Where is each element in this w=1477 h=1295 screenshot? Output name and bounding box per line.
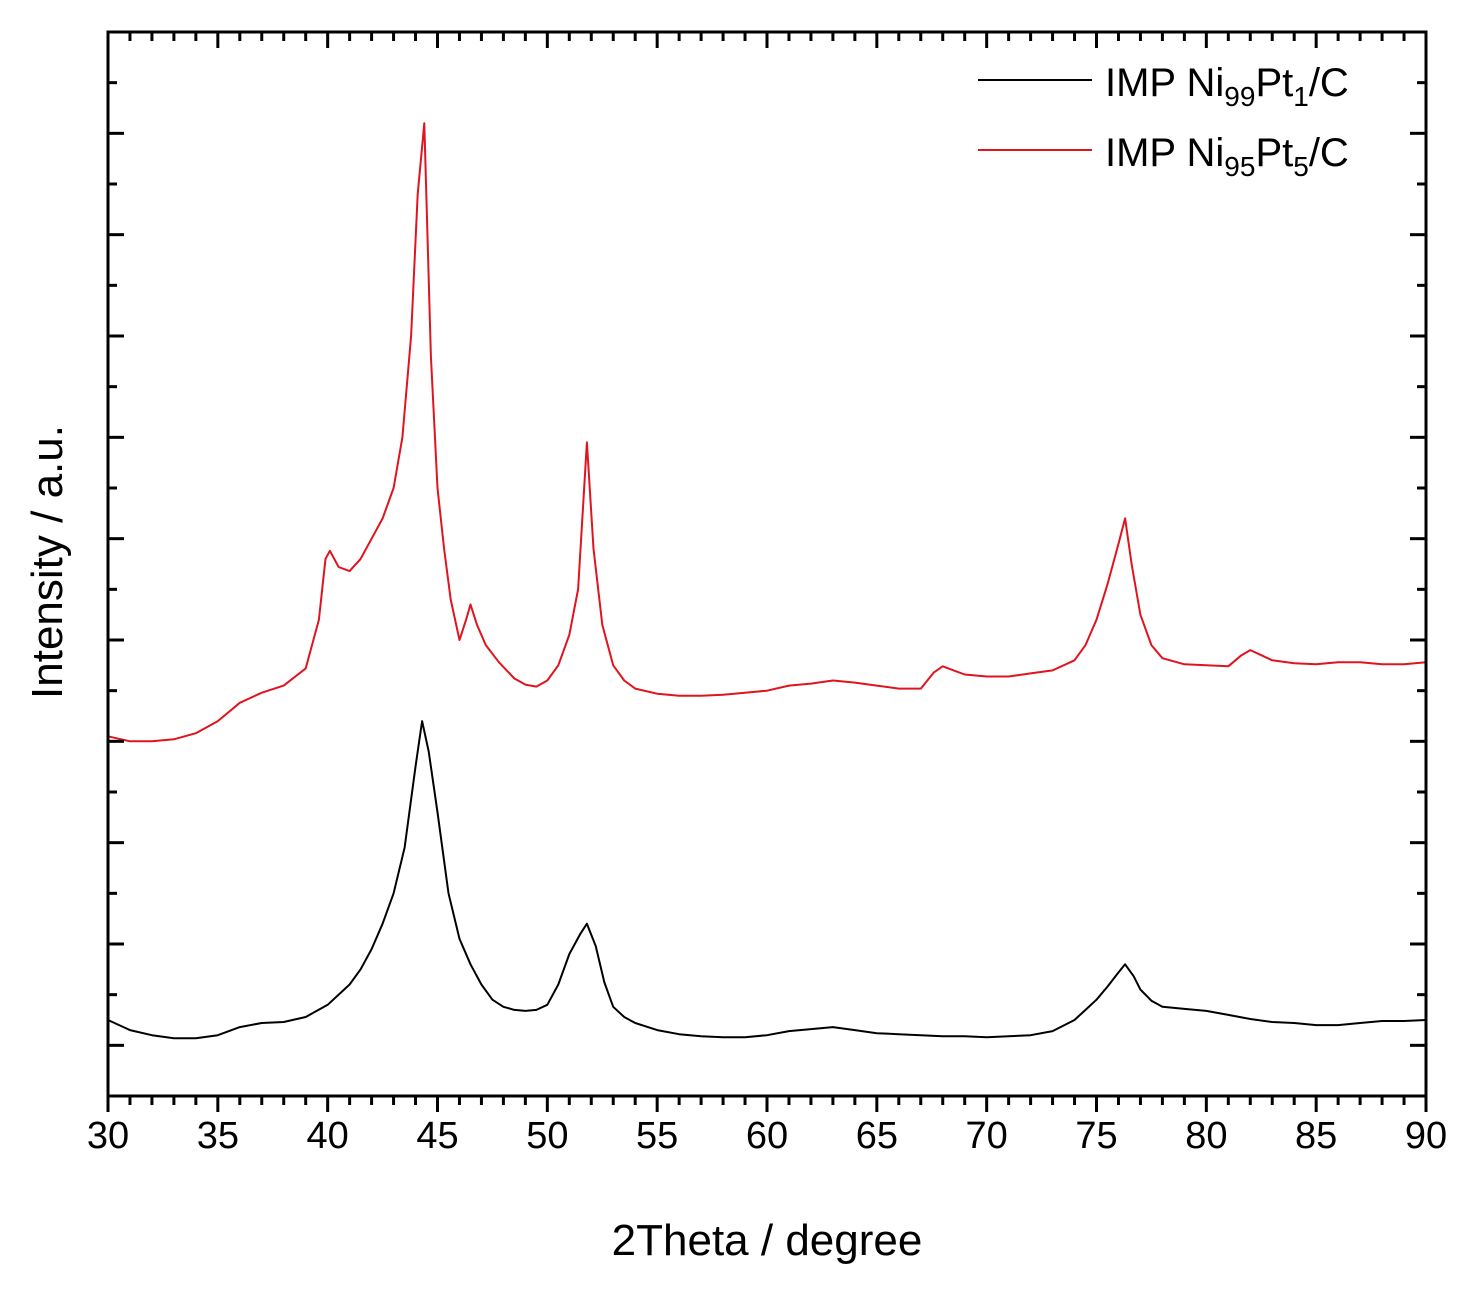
legend-label-series-2: IMP Ni95Pt5/C xyxy=(1105,131,1349,182)
legend-2-base1: IMP Ni xyxy=(1105,131,1224,175)
legend-1-base1: IMP Ni xyxy=(1105,61,1224,105)
legend-1-sub1: 99 xyxy=(1224,81,1255,112)
x-tick-label: 60 xyxy=(746,1115,788,1157)
x-tick-label: 75 xyxy=(1075,1115,1117,1157)
legend-1-sub2: 1 xyxy=(1293,81,1309,112)
x-tick-label: 35 xyxy=(197,1115,239,1157)
x-tick-label: 40 xyxy=(307,1115,349,1157)
x-tick-label: 50 xyxy=(526,1115,568,1157)
legend-1-base3: /C xyxy=(1309,61,1349,105)
x-tick-label: 55 xyxy=(636,1115,678,1157)
x-tick-label: 80 xyxy=(1185,1115,1227,1157)
series-line-2 xyxy=(107,122,1427,743)
x-tick-label: 70 xyxy=(966,1115,1008,1157)
plot-frame xyxy=(106,30,1428,1098)
x-tick-label: 30 xyxy=(87,1115,129,1157)
series-layer xyxy=(107,122,1427,1040)
legend-2-sub1: 95 xyxy=(1224,151,1255,182)
legend-label-series-1: IMP Ni99Pt1/C xyxy=(1105,61,1349,112)
x-axis-title: 2Theta / degree xyxy=(612,1216,923,1265)
x-tick-label: 65 xyxy=(856,1115,898,1157)
legend-2-base2: Pt xyxy=(1255,131,1293,175)
x-tick-label: 45 xyxy=(416,1115,458,1157)
plot-background xyxy=(108,32,1426,1096)
legend: IMP Ni99Pt1/C IMP Ni95Pt5/C xyxy=(978,61,1349,182)
legend-2-sub2: 5 xyxy=(1293,151,1309,182)
x-tick-labels: 30 35 40 45 50 55 60 65 70 75 80 85 90 xyxy=(87,1115,1447,1157)
x-tick-label: 85 xyxy=(1295,1115,1337,1157)
legend-1-base2: Pt xyxy=(1255,61,1293,105)
legend-2-base3: /C xyxy=(1309,131,1349,175)
series-line-1 xyxy=(107,720,1427,1040)
x-tick-label: 90 xyxy=(1405,1115,1447,1157)
y-axis-title: Intensity / a.u. xyxy=(23,425,72,699)
